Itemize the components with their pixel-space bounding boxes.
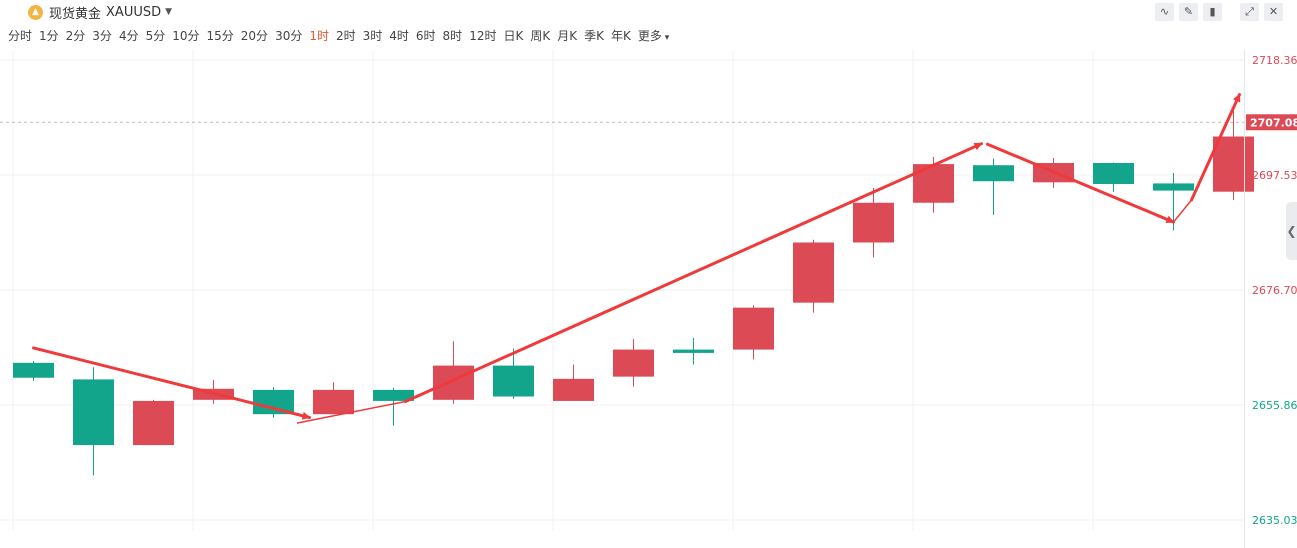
- candle: [673, 337, 714, 365]
- candle-body: [1153, 183, 1194, 191]
- period-tab[interactable]: 2分: [65, 29, 86, 43]
- candle: [253, 387, 294, 418]
- candle-body: [373, 389, 414, 401]
- pen-icon[interactable]: ✎: [1179, 3, 1198, 21]
- chart-header: ▲ 现货黄金 XAUUSD ▼ ∿ ✎ ▮ ⤢ ✕ 分时 1分 2分 3分 4分…: [0, 0, 1297, 50]
- candle: [973, 158, 1014, 215]
- candle-body: [913, 164, 954, 203]
- period-tab[interactable]: 4分: [118, 29, 139, 43]
- candle: [733, 305, 774, 360]
- trend-arrow: [32, 346, 311, 420]
- candle-body: [973, 165, 1014, 182]
- candles: [13, 109, 1254, 476]
- toolbar: ∿ ✎ ▮ ⤢ ✕: [1155, 3, 1283, 21]
- period-tab[interactable]: 12时: [469, 29, 497, 43]
- symbol-code: XAUUSD: [106, 4, 162, 20]
- trend-line: [1172, 199, 1193, 223]
- candle-body: [1093, 163, 1134, 184]
- period-tab[interactable]: 3时: [362, 29, 383, 43]
- period-tab[interactable]: 月K: [557, 29, 578, 43]
- trend-annotations: [32, 93, 1241, 424]
- price-tick-label: 2655.86: [1252, 399, 1297, 412]
- period-tab[interactable]: 15分: [206, 29, 234, 43]
- candle: [433, 341, 474, 404]
- period-tab[interactable]: 4时: [389, 29, 409, 43]
- candle: [133, 399, 174, 446]
- candle: [13, 361, 54, 382]
- candle-body: [613, 349, 654, 377]
- current-price-tag: [1246, 114, 1297, 131]
- period-tab[interactable]: 日K: [503, 29, 524, 43]
- period-tab[interactable]: 2时: [335, 29, 356, 43]
- candle: [1093, 162, 1134, 192]
- symbol-selector[interactable]: ▲ 现货黄金 XAUUSD ▼: [28, 3, 173, 22]
- collapse-side-panel-icon[interactable]: ❮: [1286, 202, 1297, 260]
- chart-grid: [0, 50, 1244, 530]
- candle: [853, 187, 894, 258]
- period-tab[interactable]: 1分: [39, 29, 59, 43]
- candle-body: [673, 349, 714, 353]
- period-tab[interactable]: 5分: [145, 29, 166, 43]
- chevron-down-icon: ▼: [165, 7, 173, 17]
- period-tab-active[interactable]: 1时: [309, 29, 329, 43]
- close-icon[interactable]: ✕: [1264, 3, 1283, 21]
- candle-body: [853, 202, 894, 243]
- candle: [793, 239, 834, 313]
- price-tick-label: 2635.03: [1252, 514, 1297, 527]
- candle: [313, 382, 354, 415]
- trend-line: [296, 400, 407, 424]
- candle-body: [1213, 136, 1254, 192]
- trend-arrow: [404, 142, 983, 403]
- candle-body: [133, 400, 174, 446]
- candle-body: [13, 362, 54, 378]
- trend-arrow: [986, 142, 1175, 224]
- candle-body: [73, 379, 114, 446]
- candle: [73, 367, 114, 476]
- current-price-label: 2707.08: [1250, 116, 1297, 129]
- period-tab[interactable]: 3分: [92, 29, 112, 43]
- candle-body: [493, 365, 534, 397]
- gold-coin-icon: ▲: [28, 4, 43, 20]
- candle-body: [253, 389, 294, 415]
- period-tab[interactable]: 周K: [530, 29, 551, 43]
- candle-body: [553, 378, 594, 401]
- candle: [553, 364, 594, 401]
- price-tick-label: 2718.36: [1252, 54, 1297, 67]
- period-tab[interactable]: 季K: [584, 29, 604, 43]
- candle: [1213, 109, 1254, 200]
- period-tab[interactable]: 30分: [275, 29, 303, 43]
- price-tick-label: 2676.70: [1252, 284, 1297, 297]
- price-axis: 2718.36 2697.53 2676.70 2655.86 2635.03 2707.…: [1244, 50, 1297, 548]
- candle-body: [733, 307, 774, 350]
- candle-body: [793, 242, 834, 303]
- candle-body: [313, 389, 354, 415]
- expand-icon[interactable]: ⤢: [1240, 3, 1259, 21]
- candle-body: [433, 365, 474, 400]
- period-tab[interactable]: 分时: [8, 29, 33, 43]
- period-tab[interactable]: 8时: [442, 29, 463, 43]
- more-periods-dropdown[interactable]: 更多: [638, 27, 669, 43]
- period-tab[interactable]: 10分: [172, 29, 200, 43]
- period-tabs: 分时 1分 2分 3分 4分 5分 10分 15分 20分 30分 1时 2时 …: [8, 27, 669, 43]
- period-tab[interactable]: 20分: [240, 29, 269, 43]
- candle: [493, 348, 534, 399]
- trend-arrow: [1190, 93, 1241, 202]
- price-tick-label: 2697.53: [1252, 169, 1297, 182]
- candle: [373, 387, 414, 426]
- candle-type-icon[interactable]: ▮: [1203, 3, 1222, 21]
- candle: [613, 339, 654, 387]
- period-tab[interactable]: 年K: [610, 29, 631, 43]
- candlestick-chart: 2718.36 2697.53 2676.70 2655.86 2635.03 2707.…: [0, 50, 1297, 548]
- period-tab[interactable]: 6时: [415, 29, 436, 43]
- line-style-icon[interactable]: ∿: [1155, 3, 1174, 21]
- symbol-name: 现货黄金: [49, 6, 102, 22]
